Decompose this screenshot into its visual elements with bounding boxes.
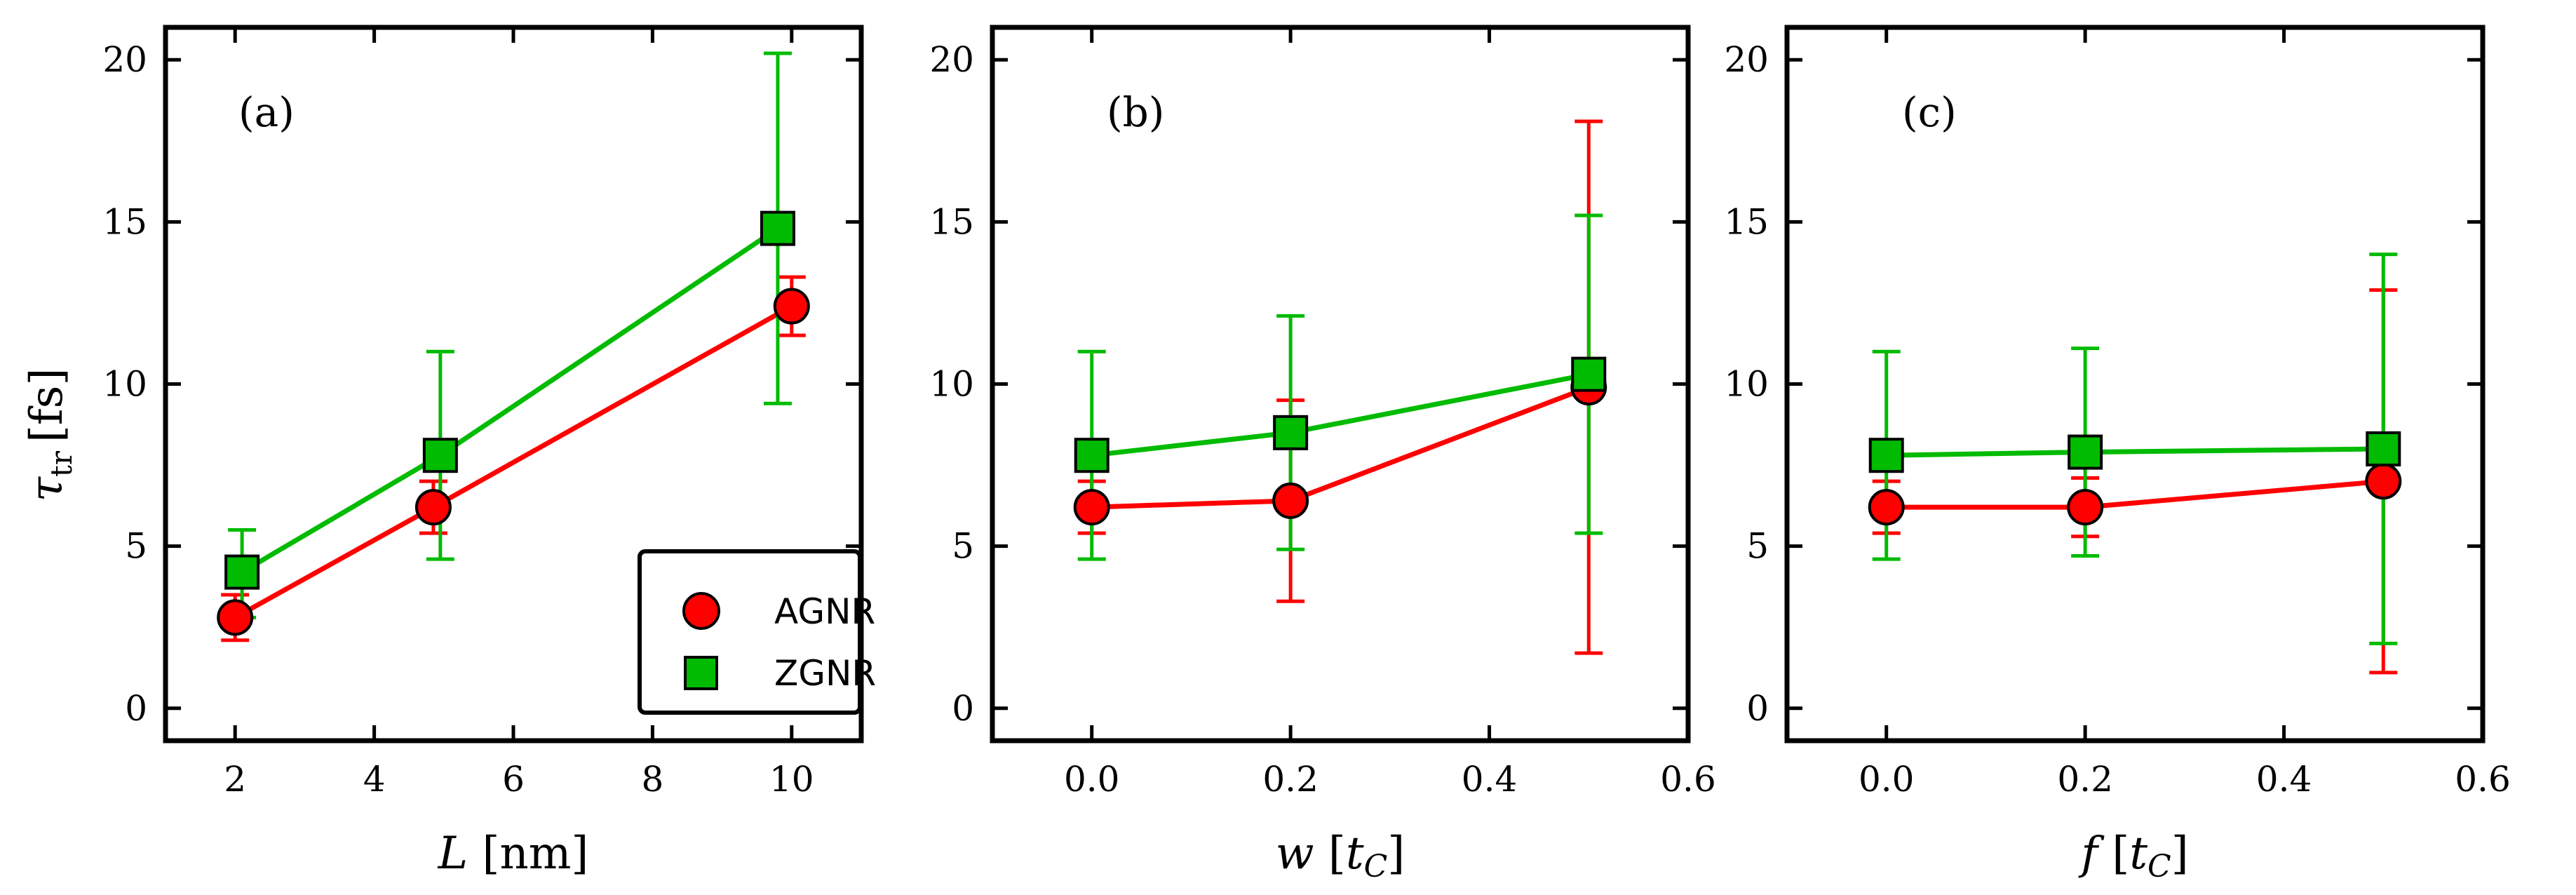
panel-a-x-tick-label: 2 <box>224 759 246 800</box>
panel-c-zgnr-point <box>2366 431 2401 466</box>
panel-a-y-tick-label: 15 <box>102 201 147 242</box>
panel-a-zgnr-point <box>224 554 260 590</box>
legend-zgnr-label: ZGNR <box>774 653 876 694</box>
panel-c-y-tick-label: 0 <box>1746 688 1769 729</box>
panel-b-x-axis-label-close: ] <box>1387 828 1405 880</box>
panel-c-y-tick-label: 5 <box>1746 526 1769 567</box>
legend-agnr-label: AGNR <box>774 591 875 632</box>
panel-a-y-tick-labels: 0 5 10 15 20 <box>102 39 147 729</box>
panel-c-y-tick-label: 15 <box>1724 201 1769 242</box>
panel-b-agnr-point <box>1272 482 1309 519</box>
panel-b-x-tick-label: 0.2 <box>1262 759 1319 800</box>
panel-a-agnr-point <box>217 599 254 636</box>
panel-c-y-tick-labels: 0 5 10 15 20 <box>1724 39 1769 729</box>
panel-a-x-tick-label: 6 <box>502 759 525 800</box>
panel-b-y-tick-label: 5 <box>952 526 974 567</box>
panel-b-x-tick-labels: 0.0 0.2 0.4 0.6 <box>1064 759 1716 800</box>
panel-c-zgnr-line <box>1886 446 2384 458</box>
panel-c-agnr-point <box>2365 463 2402 500</box>
panel-a-x-tick-label: 10 <box>769 759 814 800</box>
panel-c-agnr-point <box>1868 489 1905 526</box>
y-axis-label-subscript: tr <box>44 450 79 477</box>
panel-b-zgnr-point <box>1571 356 1607 392</box>
panel-b-x-tick-label: 0.0 <box>1064 759 1120 800</box>
legend-agnr-marker <box>682 592 720 630</box>
panel-c-ticks <box>1787 27 2485 741</box>
panel-b-marks <box>1073 119 1607 655</box>
panel-b-x-tick-label: 0.4 <box>1462 759 1518 800</box>
panel-a-y-tick-label: 10 <box>102 364 147 405</box>
panel-a-x-tick-label: 4 <box>363 759 386 800</box>
panel-a: 0 5 10 15 20 2 4 6 8 10 (a) L [nm] AGNR ZGNR <box>102 25 876 880</box>
panel-b-x-axis-label-unit-var: t <box>1346 828 1364 880</box>
panel-b-y-tick-label: 20 <box>929 39 974 80</box>
panel-c-x-tick-label: 0.2 <box>2057 759 2113 800</box>
panel-b-agnr-point <box>1073 489 1110 526</box>
panel-c-x-tick-labels: 0.0 0.2 0.4 0.6 <box>1859 759 2511 800</box>
panel-a-agnr-point <box>773 288 810 325</box>
panel-c-zgnr-point <box>2068 434 2103 470</box>
panel-a-x-tick-label: 8 <box>641 759 663 800</box>
panel-b-zgnr-point <box>1273 415 1309 450</box>
panel-c-agnr-point <box>2067 489 2104 526</box>
panel-c-x-axis-label: f [tC] <box>2078 828 2188 884</box>
panel-c-x-tick-label: 0.6 <box>2455 759 2511 800</box>
panel-c-marks <box>1868 253 2402 675</box>
panel-c-y-tick-label: 20 <box>1724 39 1769 80</box>
panel-c-frame <box>1784 25 2486 743</box>
panel-c-x-axis-label-close: ] <box>2171 828 2189 880</box>
panel-a-zgnr-point <box>422 438 458 473</box>
panel-b-y-tick-labels: 0 5 10 15 20 <box>929 39 974 729</box>
panel-b-ticks <box>992 27 1690 741</box>
panel-c-y-tick-label: 10 <box>1724 364 1769 405</box>
panel-a-x-tick-labels: 2 4 6 8 10 <box>224 759 814 800</box>
panel-a-label: (a) <box>238 88 295 136</box>
panel-b-y-tick-label: 10 <box>929 364 974 405</box>
panel-b: 0 5 10 15 20 0.0 0.2 0.4 0.6 (b) w [tC] <box>929 25 1716 884</box>
panel-a-zgnr-line <box>241 226 779 574</box>
panel-b-x-tick-label: 0.6 <box>1660 759 1716 800</box>
panel-a-ticks <box>166 27 861 741</box>
panel-c-agnr-line <box>1886 478 2384 510</box>
panel-c-x-axis-label-unit-sub: C <box>2147 849 2171 884</box>
y-axis-label-symbol: τ <box>21 476 73 502</box>
panel-c: 0 5 10 15 20 0.0 0.2 0.4 0.6 (c) f [tC] <box>1724 25 2511 884</box>
panel-a-x-axis-label-var: L <box>438 828 468 880</box>
panel-b-x-axis-label-open: [ <box>1314 828 1346 880</box>
y-axis-label-unit: [fs] <box>21 368 73 443</box>
panel-b-zgnr-point <box>1074 438 1110 473</box>
panel-a-marks <box>217 51 810 642</box>
panel-c-x-tick-label: 0.0 <box>1859 759 1915 800</box>
panel-b-x-axis-label-unit-sub: C <box>1364 849 1388 884</box>
panel-b-x-axis-label: w [tC] <box>1276 828 1405 884</box>
panel-a-y-tick-label: 5 <box>125 526 147 567</box>
legend: AGNR ZGNR <box>638 549 876 715</box>
panel-c-x-tick-label: 0.4 <box>2256 759 2312 800</box>
panel-b-label: (b) <box>1107 88 1164 136</box>
panel-c-x-axis-label-open: [ <box>2098 828 2129 880</box>
panel-a-y-tick-label: 20 <box>102 39 147 80</box>
panel-b-y-tick-label: 15 <box>929 201 974 242</box>
panel-b-x-axis-label-var: w <box>1276 828 1314 880</box>
panel-a-y-tick-label: 0 <box>125 688 147 729</box>
panel-c-zgnr-point <box>1868 438 1904 473</box>
y-axis-label: τtr [fs] <box>21 368 79 502</box>
legend-zgnr-marker <box>684 656 718 690</box>
panel-b-y-tick-label: 0 <box>952 688 974 729</box>
panel-a-x-axis-label: L [nm] <box>438 828 589 880</box>
panel-a-agnr-point <box>414 489 452 526</box>
panel-a-zgnr-point <box>760 210 795 246</box>
panel-c-x-axis-label-unit-var: t <box>2129 828 2147 880</box>
panel-c-label: (c) <box>1902 88 1957 136</box>
panel-a-x-axis-label-unit: [nm] <box>468 828 588 880</box>
